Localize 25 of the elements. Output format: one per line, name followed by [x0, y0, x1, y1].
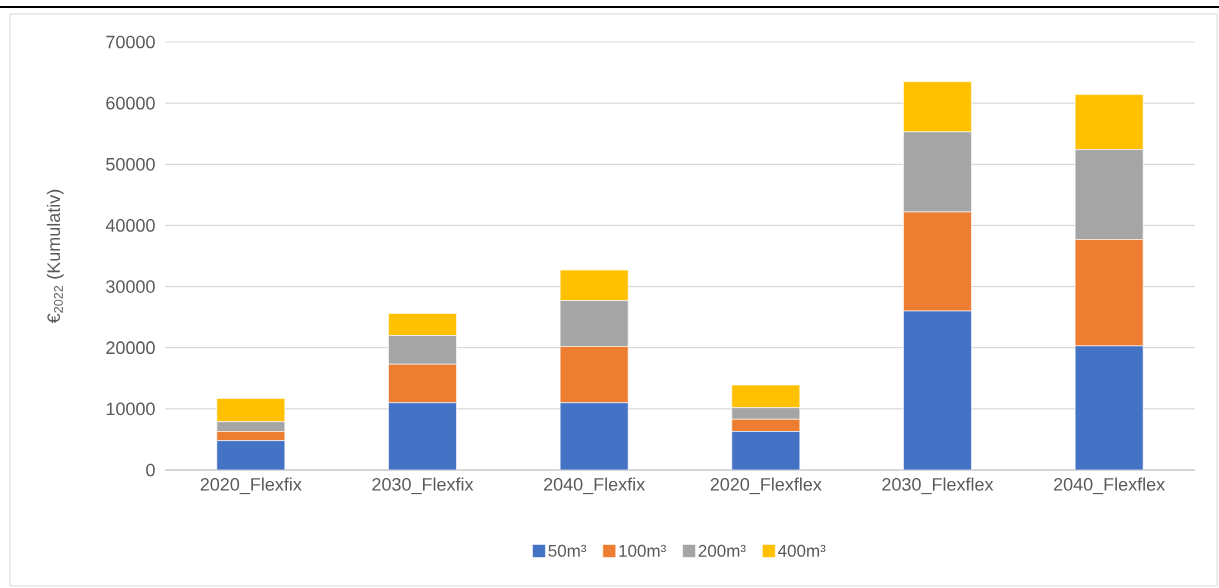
legend-label: 200m³ [698, 544, 746, 557]
x-tick-label: 2020_Flexflex [710, 477, 822, 495]
x-tick-label: 2040_Flexfix [544, 477, 645, 495]
y-axis-title: €$_{2022}$ (Kumulativ) [46, 189, 64, 324]
y-tick-label: 50000 [106, 157, 155, 171]
bar [903, 310, 972, 470]
y-tick-label: 30000 [106, 280, 155, 293]
bar [731, 431, 801, 470]
bar [388, 402, 457, 470]
legend-label: 50m³ [548, 544, 587, 557]
x-tick-label: 2020_Flexfix [200, 477, 302, 495]
bar [559, 402, 629, 470]
y-tick-label: 40000 [105, 219, 155, 232]
y-tick-label: 10000 [106, 402, 155, 416]
x-tick-label: 2030_Flexfix [372, 477, 474, 495]
y-tick-label: 0 [146, 463, 155, 477]
y-tick-label: 70000 [106, 35, 155, 49]
legend-label: 100m³ [619, 544, 666, 557]
x-tick-label: 2030_Flexflex [882, 477, 994, 495]
y-tick-label: 20000 [106, 341, 155, 355]
bar [216, 440, 286, 470]
y-tick-label: 60000 [106, 96, 155, 110]
bar [1074, 345, 1144, 470]
x-tick-label: 2040_Flexflex [1054, 477, 1165, 495]
legend-label: 400m³ [778, 544, 826, 557]
